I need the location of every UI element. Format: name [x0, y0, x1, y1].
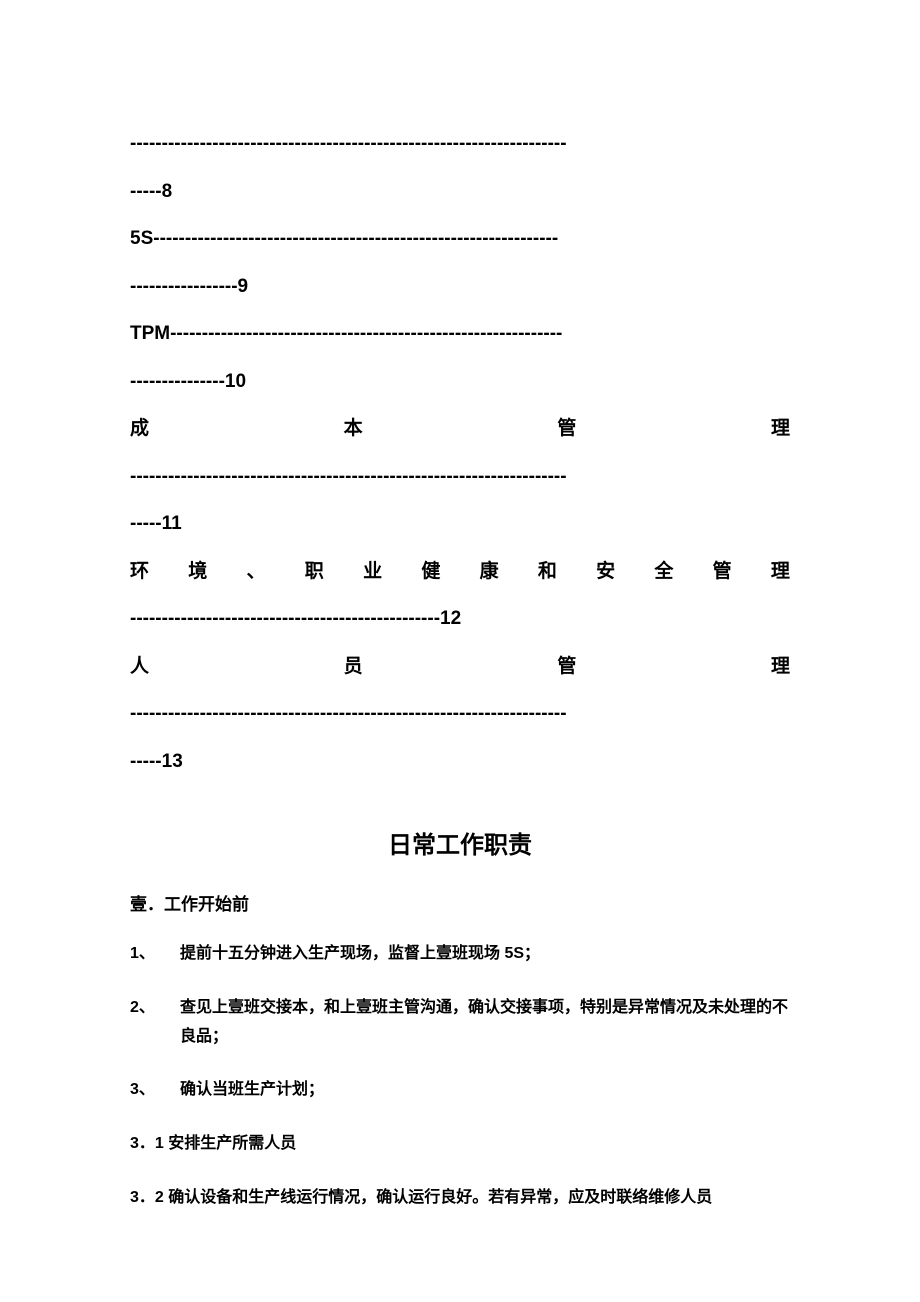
table-of-contents: ----------------------------------------…: [130, 120, 790, 785]
toc-char: 境: [188, 548, 207, 596]
toc-page-10: ---------------10: [130, 358, 790, 406]
list-number: 2、: [130, 994, 180, 1052]
toc-char: 业: [363, 548, 382, 596]
list-number: 3、: [130, 1076, 180, 1105]
toc-char: 管: [557, 405, 576, 453]
list-number: 1、: [130, 940, 180, 969]
sub-item-3-2: 3．2 确认设备和生产线运行情况，确认运行良好。若有异常，应及时联络维修人员: [130, 1184, 790, 1213]
toc-char: 环: [130, 548, 149, 596]
toc-char: 员: [344, 643, 363, 691]
toc-char: 本: [344, 405, 363, 453]
toc-page-13: -----13: [130, 738, 790, 786]
toc-char: 理: [771, 548, 790, 596]
list-item-2: 2、 查见上壹班交接本，和上壹班主管沟通，确认交接事项，特别是异常情况及未处理的…: [130, 994, 790, 1052]
list-item-3: 3、 确认当班生产计划；: [130, 1076, 790, 1105]
toc-char: 康: [480, 548, 499, 596]
toc-char: 职: [305, 548, 324, 596]
toc-char: 理: [771, 643, 790, 691]
toc-page-12: ----------------------------------------…: [130, 595, 790, 643]
toc-dashes-2: ----------------------------------------…: [130, 453, 790, 501]
toc-cost-management: 成 本 管 理: [130, 405, 790, 453]
toc-page-11: -----11: [130, 500, 790, 548]
toc-dashes-3: ----------------------------------------…: [130, 690, 790, 738]
toc-5s: 5S--------------------------------------…: [130, 215, 790, 263]
toc-char: 健: [421, 548, 440, 596]
toc-char: 管: [557, 643, 576, 691]
section-title: 日常工作职责: [130, 825, 790, 860]
toc-tpm: TPM-------------------------------------…: [130, 310, 790, 358]
toc-char: 管: [713, 548, 732, 596]
list-content: 确认当班生产计划；: [180, 1076, 790, 1105]
list-content: 查见上壹班交接本，和上壹班主管沟通，确认交接事项，特别是异常情况及未处理的不良品…: [180, 994, 790, 1052]
toc-char: 人: [130, 643, 149, 691]
toc-dashes-1: ----------------------------------------…: [130, 120, 790, 168]
list-item-1: 1、 提前十五分钟进入生产现场，监督上壹班现场 5S；: [130, 940, 790, 969]
toc-ehs: 环 境 、 职 业 健 康 和 安 全 管 理: [130, 548, 790, 596]
subsection-title: 壹．工作开始前: [130, 890, 790, 915]
toc-char: 、: [247, 548, 266, 596]
toc-char: 成: [130, 405, 149, 453]
toc-staff-management: 人 员 管 理: [130, 643, 790, 691]
list-content: 提前十五分钟进入生产现场，监督上壹班现场 5S；: [180, 940, 790, 969]
toc-char: 安: [596, 548, 615, 596]
toc-char: 全: [654, 548, 673, 596]
toc-char: 和: [538, 548, 557, 596]
sub-item-3-1: 3．1 安排生产所需人员: [130, 1130, 790, 1159]
toc-page-9: -----------------9: [130, 263, 790, 311]
toc-page-8: -----8: [130, 168, 790, 216]
toc-char: 理: [771, 405, 790, 453]
